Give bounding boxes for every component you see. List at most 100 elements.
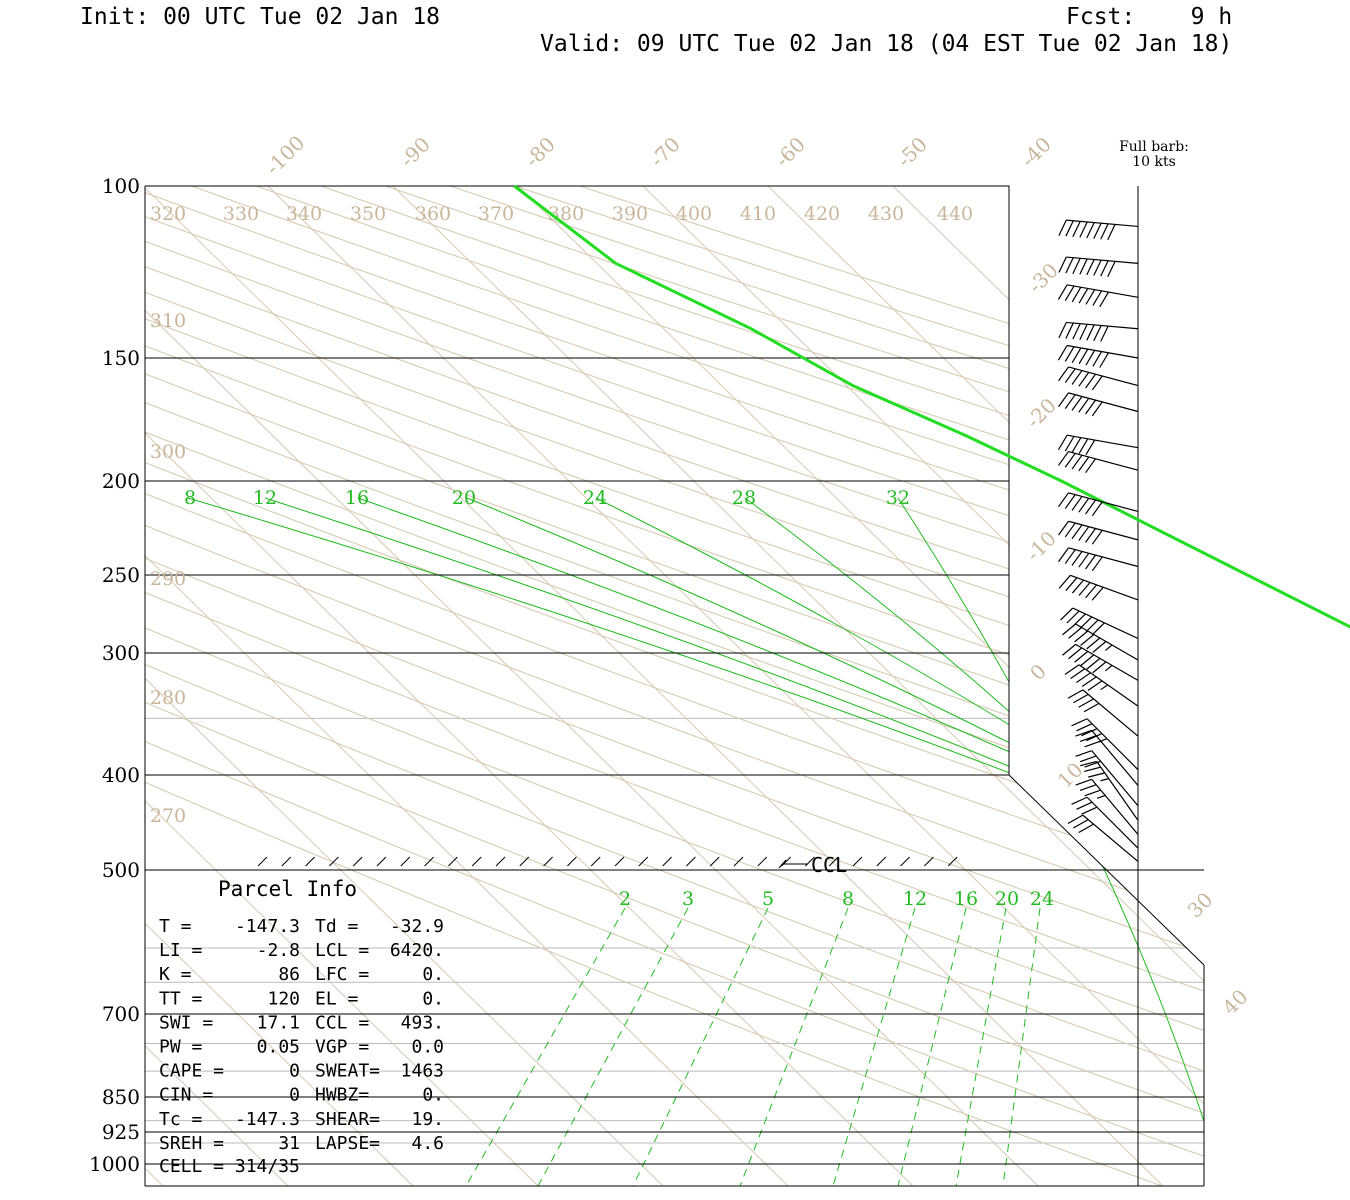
hatch-mark <box>567 856 577 867</box>
isotherm-label: 40 <box>1218 985 1253 1020</box>
dry-adiabat-label: 430 <box>868 203 904 225</box>
dry-adiabat-label: 440 <box>937 203 973 225</box>
wind-barb-flag <box>1073 819 1089 829</box>
wind-barb-flag <box>1092 290 1103 306</box>
secondary-isobars <box>145 717 1204 1144</box>
wind-barb-flag <box>1076 801 1093 810</box>
wind-barb-flag <box>1085 399 1096 415</box>
wind-barb-shaft <box>1082 689 1139 737</box>
dry-adiabat <box>145 186 1204 1186</box>
isotherm <box>145 186 1164 1186</box>
dry-adiabat-label: 350 <box>350 203 386 225</box>
dry-adiabat <box>320 186 1204 1186</box>
dry-adiabat <box>145 186 1204 1186</box>
pressure-label-300: 300 <box>102 641 140 665</box>
dry-adiabat-label: 400 <box>676 203 712 225</box>
hatch-mark <box>424 856 434 867</box>
wind-barb-flag <box>1078 582 1091 596</box>
isotherm-label: -10 <box>1021 526 1061 566</box>
wind-barb-flag <box>1057 284 1068 300</box>
wind-barb-flag <box>1079 258 1088 275</box>
dry-adiabats <box>145 186 1204 1186</box>
wind-barb-flag <box>1091 401 1103 417</box>
dry-adiabat <box>145 186 1204 1186</box>
wind-barb-flag <box>1078 438 1089 454</box>
parcel-value: -147.3 <box>235 1109 300 1130</box>
wind-barb-shaft <box>1068 366 1139 387</box>
moist-adiabat-label: 24 <box>583 487 607 509</box>
dry-adiabat <box>145 186 1204 1186</box>
mixing-ratio-lines <box>465 907 1041 1186</box>
dry-adiabat <box>145 186 1204 1186</box>
wind-barb-shaft <box>1082 814 1139 862</box>
moist-adiabat <box>466 497 1204 1183</box>
hatch-mark <box>543 856 553 867</box>
moist-adiabat <box>744 497 1204 1183</box>
parcel-label: VGP = <box>315 1037 369 1058</box>
parcel-label: CAPE = <box>159 1061 224 1082</box>
hatch-mark <box>329 856 339 867</box>
wind-barb-flag <box>1071 524 1083 540</box>
wind-barb-shaft <box>1091 778 1139 835</box>
moist-adiabat-label: 16 <box>345 487 369 509</box>
dry-adiabat <box>191 186 1204 1186</box>
parcel-label: Tc = <box>159 1109 203 1130</box>
wind-barb-flag <box>1071 370 1083 385</box>
wind-barb-flag <box>1075 778 1092 786</box>
mixing-ratio-label: 12 <box>903 888 927 910</box>
hatch-mark <box>376 856 387 867</box>
mixing-ratio-line <box>739 907 849 1186</box>
wind-barb-flag <box>1084 740 1101 748</box>
wind-barb-flag <box>1079 755 1097 763</box>
hatch-mark <box>709 856 720 867</box>
wind-barb-flag <box>1078 456 1090 472</box>
wind-barb-flag <box>1100 325 1109 342</box>
mixing-ratio-line <box>465 907 626 1186</box>
hatch-mark <box>757 856 768 867</box>
isotherm-label: -60 <box>770 132 810 172</box>
wind-barb-flag <box>1092 641 1107 653</box>
wind-barb-flag <box>1071 347 1082 363</box>
wind-barb-flag <box>1079 784 1097 791</box>
wind-barb-flag <box>1065 220 1074 237</box>
mixing-ratio-label: 20 <box>995 888 1019 910</box>
wind-barb-half-flag <box>1100 684 1109 691</box>
hatch-mark <box>828 856 839 867</box>
isotherm-label: -100 <box>261 131 310 180</box>
wind-barb-flag <box>1107 224 1116 241</box>
moist-adiabat-label: 8 <box>184 487 196 509</box>
wind-barb-flag <box>1064 522 1076 538</box>
parcel-value: 0. <box>422 1085 444 1106</box>
wind-barb-flag <box>1064 453 1076 468</box>
wind-barb-flag <box>1091 556 1103 572</box>
mixing-ratio-label: 8 <box>842 888 854 910</box>
dry-adiabat-label: 420 <box>804 203 840 225</box>
dry-adiabat <box>145 186 1204 1186</box>
parcel-info: Parcel Info T = -147.3 Td = -32.9 LI = -2.8 LC… <box>159 877 444 1177</box>
dry-adiabat <box>145 186 1163 1186</box>
dry-adiabat-label: 340 <box>286 203 322 225</box>
parcel-value: 0. <box>422 964 444 985</box>
wind-barb-flag <box>1076 672 1091 683</box>
wind-barb-flag <box>1081 676 1097 687</box>
moist-adiabat-label: 32 <box>886 487 910 509</box>
wind-barb-flag <box>1099 352 1109 368</box>
wind-barb-flag <box>1086 657 1101 670</box>
pressure-label-500: 500 <box>102 858 140 882</box>
dry-adiabat-label: 290 <box>150 568 186 590</box>
wind-barb-flag <box>1085 619 1099 633</box>
wind-barb-flag <box>1085 289 1096 305</box>
wind-barb-flag <box>1065 322 1074 339</box>
parcel-label: LAPSE= <box>315 1133 380 1154</box>
parcel-label: SWEAT= <box>315 1061 380 1082</box>
hatch-mark <box>590 856 601 867</box>
wind-barb-flag <box>1074 650 1089 663</box>
wind-barb-flag <box>1075 750 1092 757</box>
parcel-label: SWI = <box>159 1012 213 1033</box>
wind-barb-flag <box>1062 643 1077 656</box>
parcel-label: K = <box>159 964 192 985</box>
wind-barb-shaft <box>1091 729 1139 786</box>
parcel-value: 17.1 <box>257 1012 300 1033</box>
hatch-mark <box>352 856 363 867</box>
wind-barb-flag <box>1086 637 1101 650</box>
